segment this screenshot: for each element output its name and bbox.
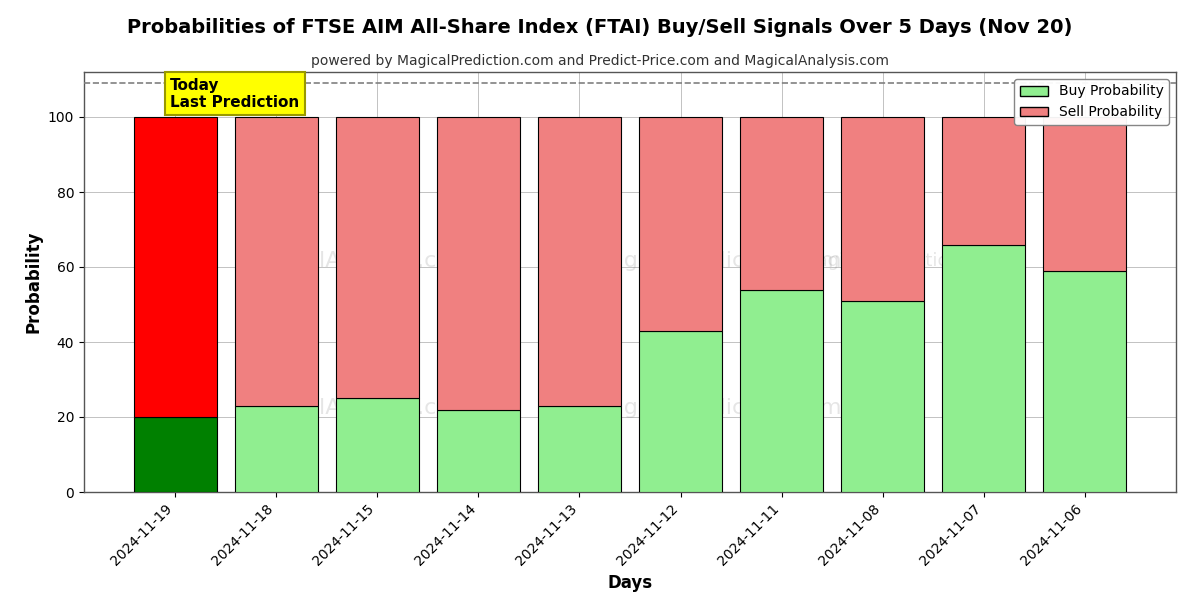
- Text: Probabilities of FTSE AIM All-Share Index (FTAI) Buy/Sell Signals Over 5 Days (N: Probabilities of FTSE AIM All-Share Inde…: [127, 18, 1073, 37]
- Bar: [437, 409, 520, 492]
- Bar: [640, 117, 722, 331]
- Bar: [942, 245, 1025, 492]
- Bar: [235, 117, 318, 406]
- Bar: [437, 117, 520, 409]
- Bar: [1044, 117, 1127, 271]
- Text: MagicalPrediction.com: MagicalPrediction.com: [802, 252, 1004, 270]
- Bar: [841, 117, 924, 301]
- Bar: [640, 331, 722, 492]
- Y-axis label: Probability: Probability: [24, 231, 42, 333]
- Bar: [336, 117, 419, 398]
- Bar: [942, 117, 1025, 245]
- Text: MagicalAnalysis.com: MagicalAnalysis.com: [241, 251, 473, 271]
- Legend: Buy Probability, Sell Probability: Buy Probability, Sell Probability: [1014, 79, 1169, 125]
- Bar: [740, 289, 823, 492]
- Bar: [538, 406, 620, 492]
- Text: Today
Last Prediction: Today Last Prediction: [170, 77, 299, 110]
- Text: MagicalPrediction.com: MagicalPrediction.com: [592, 251, 842, 271]
- Bar: [133, 417, 216, 492]
- Bar: [740, 117, 823, 289]
- Bar: [841, 301, 924, 492]
- Bar: [336, 398, 419, 492]
- Bar: [133, 117, 216, 417]
- X-axis label: Days: Days: [607, 574, 653, 592]
- Bar: [1044, 271, 1127, 492]
- Text: MagicalAnalysis.com: MagicalAnalysis.com: [241, 398, 473, 418]
- Bar: [235, 406, 318, 492]
- Bar: [538, 117, 620, 406]
- Text: MagicalPrediction.com: MagicalPrediction.com: [592, 398, 842, 418]
- Text: powered by MagicalPrediction.com and Predict-Price.com and MagicalAnalysis.com: powered by MagicalPrediction.com and Pre…: [311, 54, 889, 68]
